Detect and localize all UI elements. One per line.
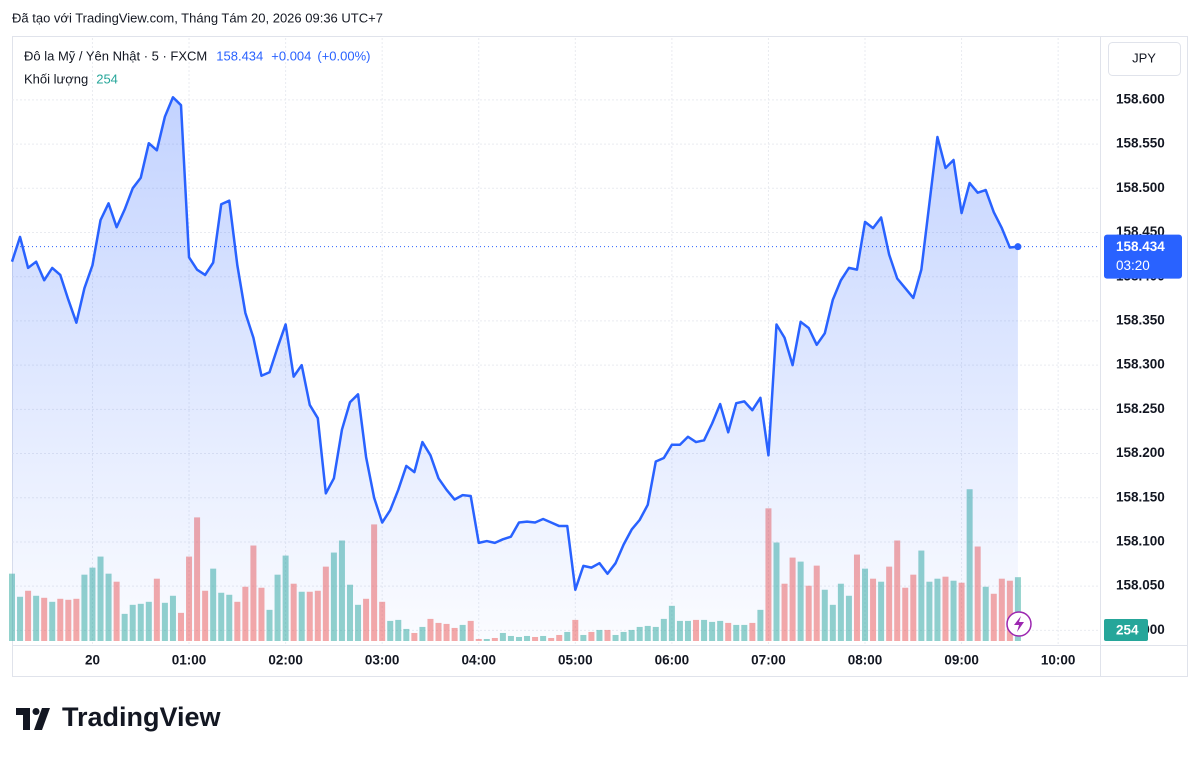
price-line [10, 95, 1019, 591]
alert-icon[interactable] [1006, 611, 1032, 637]
y-tick-label: 158.600 [1116, 91, 1165, 106]
currency[interactable]: JPY [1132, 50, 1156, 65]
brand: TradingView [62, 702, 222, 732]
change-percent: (+0.00%) [317, 48, 370, 63]
caption: Đã tạo với TradingView.com, Tháng Tám 20… [12, 10, 383, 25]
y-tick-label: 158.550 [1116, 136, 1165, 151]
volume-badge-value: 254 [1116, 623, 1139, 638]
change: +0.004 [271, 48, 311, 63]
brand-logo: TradingView [16, 702, 222, 732]
x-tick-label: 07:00 [751, 653, 786, 668]
x-tick-label: 09:00 [944, 653, 979, 668]
volume-label: Khối lượng [24, 71, 88, 86]
y-tick-label: 158.350 [1116, 312, 1165, 327]
currency-button[interactable] [1108, 42, 1181, 76]
x-tick-label: 10:00 [1041, 653, 1076, 668]
logo-mark [16, 708, 30, 730]
x-tick-label: 06:00 [655, 653, 690, 668]
volume-badge [1104, 619, 1148, 641]
x-tick-label: 08:00 [848, 653, 883, 668]
countdown: 03:20 [1116, 258, 1150, 273]
y-tick-label: 158.500 [1116, 180, 1165, 195]
y-tick-label: 158.050 [1116, 578, 1165, 593]
price-area [12, 97, 1018, 642]
logo-mark [34, 708, 50, 730]
y-tick-label: 158.200 [1116, 445, 1165, 460]
volume-value: 254 [96, 71, 118, 86]
badges: 158.434 03:20 254 [1104, 234, 1182, 641]
x-tick-label: 20 [85, 653, 100, 668]
last-point [1014, 243, 1022, 251]
logo-mark [32, 708, 40, 715]
x-tick-label: 01:00 [172, 653, 207, 668]
x-tick-label: 03:00 [365, 653, 400, 668]
y-tick-label: 158.250 [1116, 401, 1165, 416]
x-tick-label: 04:00 [461, 653, 496, 668]
price-badge-value: 158.434 [1116, 239, 1165, 254]
price-layer [10, 95, 1100, 642]
price-badge [1104, 234, 1182, 279]
y-tick-label: 158.300 [1116, 357, 1165, 372]
x-tick-label: 05:00 [558, 653, 593, 668]
last-price: 158.434 [216, 48, 263, 63]
alert-bolt[interactable] [1014, 616, 1024, 632]
x-tick-label: 02:00 [268, 653, 303, 668]
symbol: Đô la Mỹ / Yên Nhật · 5 · FXCM [24, 48, 207, 63]
y-tick-label: 158.100 [1116, 534, 1165, 549]
legend: Đô la Mỹ / Yên Nhật · 5 · FXCM 158.434 +… [24, 48, 371, 86]
y-tick-label: 158.150 [1116, 489, 1165, 504]
